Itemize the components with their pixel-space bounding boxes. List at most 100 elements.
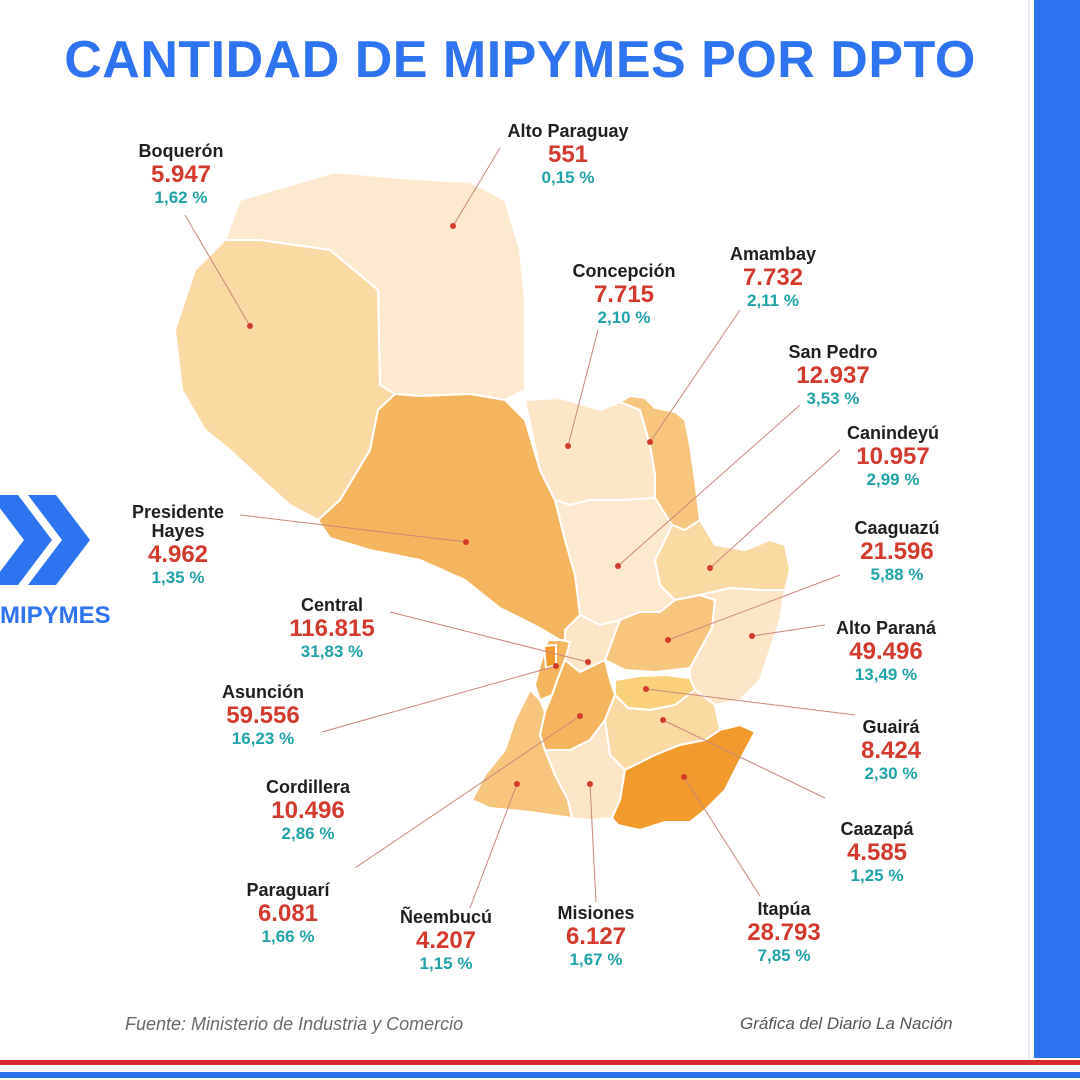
marker-caaguazu — [665, 637, 671, 643]
dept-count: 8.424 — [860, 736, 922, 764]
dept-percent: 1,62 % — [154, 188, 208, 208]
label-concepcion: Concepción 7.715 2,10 % — [572, 262, 675, 327]
dept-name: Boquerón — [138, 141, 224, 161]
leader-line-misiones — [683, 776, 761, 897]
leader-line-guaira — [645, 688, 856, 716]
dept-count: 4.585 — [846, 838, 908, 866]
label-itapua: Itapúa 28.793 7,85 % — [747, 900, 820, 965]
leader-line-presidente-hayes — [239, 514, 467, 543]
leader-line-san-pedro — [617, 404, 801, 567]
marker-asuncion — [553, 663, 559, 669]
dept-percent: 7,85 % — [757, 946, 811, 966]
dept-count: 12.937 — [796, 361, 870, 389]
label-alto-paraguay: Alto Paraguay 551 0,15 % — [507, 122, 628, 187]
leader-line-caaguazu — [667, 574, 841, 641]
label-canindeyu: Canindeyú 10.957 2,99 % — [847, 424, 939, 489]
dept-count: 6.127 — [565, 922, 627, 950]
right-edge-line — [1028, 0, 1030, 1058]
dept-percent: 1,15 % — [419, 954, 473, 974]
label-cordillera: Cordillera 10.496 2,86 % — [266, 778, 350, 843]
dept-percent: 16,23 % — [231, 729, 295, 749]
dept-count: 551 — [547, 140, 589, 168]
region-canindeyu — [653, 518, 792, 602]
leader-line-canindeyu — [709, 449, 841, 569]
leader-line-caazapa — [662, 719, 826, 799]
marker-canindeyu — [707, 565, 713, 571]
dept-name: Alto Paraguay — [507, 121, 629, 141]
dept-percent: 0,15 % — [541, 168, 595, 188]
chevron-right-icon — [0, 495, 90, 585]
dept-percent: 1,25 % — [850, 866, 904, 886]
label-caaguazu: Caaguazú 21.596 5,88 % — [854, 519, 939, 584]
leader-line-boqueron — [184, 214, 251, 327]
marker-cordillera — [577, 713, 583, 719]
dept-percent: 31,83 % — [300, 642, 364, 662]
marker-boqueron — [247, 323, 253, 329]
label-alto-parana: Alto Paraná 49.496 13,49 % — [836, 619, 936, 684]
marker-paraguari — [514, 781, 520, 787]
dept-count: 116.815 — [289, 614, 375, 642]
dept-name: San Pedro — [788, 342, 878, 362]
dept-percent: 2,99 % — [866, 470, 920, 490]
marker-guaira — [643, 686, 649, 692]
dept-count: 59.556 — [226, 701, 300, 729]
label-amambay: Amambay 7.732 2,11 % — [730, 245, 816, 310]
marker-presidente-hayes — [463, 539, 469, 545]
dept-count: 7.732 — [742, 263, 804, 291]
dept-percent: 2,11 % — [746, 291, 799, 311]
marker-san-pedro — [615, 563, 621, 569]
right-accent-bar — [1034, 0, 1080, 1058]
label-guaira: Guairá 8.424 2,30 % — [861, 718, 921, 783]
marker-alto-parana — [749, 633, 755, 639]
dept-name: Itapúa — [757, 899, 811, 919]
dept-name: Paraguarí — [246, 880, 330, 900]
credit-note: Gráfica del Diario La Nación — [740, 1014, 953, 1033]
dept-percent: 13,49 % — [854, 665, 918, 685]
dept-name: Amambay — [729, 244, 817, 264]
region-amambay — [617, 394, 702, 532]
leader-line-concepcion — [567, 329, 599, 447]
label-boqueron: Boquerón 5.947 1,62 % — [139, 142, 224, 207]
side-label: MIPYMES — [0, 602, 111, 629]
dept-percent: 2,30 % — [864, 764, 918, 784]
marker-amambay — [647, 439, 653, 445]
marker-neembucu — [587, 781, 593, 787]
dept-count: 10.496 — [271, 796, 345, 824]
label-san-pedro: San Pedro 12.937 3,53 % — [788, 343, 877, 408]
flag-stripe-blue — [0, 1072, 1080, 1078]
leader-line-paraguari — [469, 783, 518, 909]
leader-line-amambay — [649, 309, 741, 443]
dept-count: 10.957 — [856, 442, 930, 470]
label-asuncion: Asunción 59.556 16,23 % — [222, 683, 304, 748]
flag-stripe-red — [0, 1060, 1080, 1065]
region-alto-parana — [689, 586, 787, 707]
dept-name: Ñeembucú — [399, 907, 493, 927]
dept-count: 6.081 — [257, 899, 319, 927]
label-paraguari: Paraguarí 6.081 1,66 % — [246, 881, 329, 946]
dept-percent: 3,53 % — [806, 389, 860, 409]
flag-stripe-white — [0, 1068, 1080, 1071]
label-presidente-hayes: Presidente Hayes 4.962 1,35 % — [118, 503, 238, 587]
leader-line-alto-paraguay — [452, 147, 501, 227]
dept-percent: 2,10 % — [597, 308, 651, 328]
dept-percent: 2,86 % — [281, 824, 335, 844]
dept-count: 21.596 — [860, 537, 934, 565]
leader-line-central — [389, 611, 589, 663]
dept-name: Caazapá — [840, 819, 914, 839]
dept-percent: 1,67 % — [569, 950, 623, 970]
flag-stripes — [0, 1058, 1080, 1080]
marker-concepcion — [565, 443, 571, 449]
page-title: CANTIDAD DE MIPYMES POR DPTO — [64, 31, 976, 89]
label-misiones: Misiones 6.127 1,67 % — [557, 904, 634, 969]
dept-count: 5.947 — [150, 160, 212, 188]
dept-count: 4.207 — [415, 926, 477, 954]
dept-name: Concepción — [572, 261, 676, 281]
leader-line-cordillera — [354, 715, 581, 869]
dept-percent: 1,66 % — [261, 927, 315, 947]
dept-percent: 5,88 % — [870, 565, 924, 585]
dept-name: Cordillera — [265, 777, 351, 797]
dept-name: Guairá — [862, 717, 920, 737]
label-central: Central 116.815 31,83 % — [289, 596, 374, 661]
dept-count: 28.793 — [747, 918, 821, 946]
